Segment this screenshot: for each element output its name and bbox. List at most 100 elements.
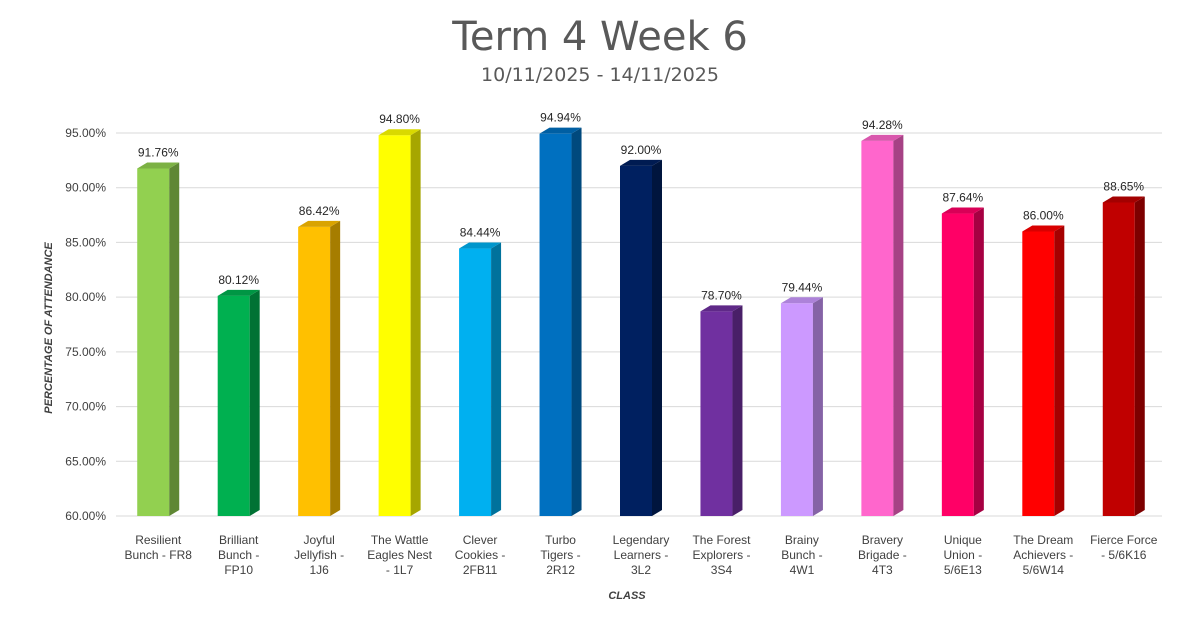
bar-side [169,162,180,516]
y-tick-label: 80.00% [65,290,106,304]
bar-top [137,162,180,169]
data-label: 94.28% [862,118,903,132]
bar-front [620,165,652,517]
category-label: Legendary Learners -3L2 [613,533,670,577]
data-label: 94.94% [540,111,581,125]
category-label-line: The Wattle [371,533,429,547]
y-tick-label: 70.00% [65,400,106,414]
y-tick-label: 85.00% [65,235,106,249]
y-tick-label: 75.00% [65,345,106,359]
category-label-line: Learners - [614,548,669,562]
bar-front [1102,202,1135,517]
category-label-line: Brilliant [219,533,259,547]
bar-front [459,248,492,516]
category-label-line: Eagles Nest [367,548,432,562]
bar-top [620,159,662,166]
bar-front [700,311,733,516]
data-label: 86.42% [299,204,340,218]
bar-side [249,289,260,516]
bar-top [378,129,421,136]
chart-title: Term 4 Week 6 [452,14,748,60]
data-label: 80.12% [218,273,259,287]
category-label-line: Achievers - [1013,548,1073,562]
bar-top [1022,225,1065,232]
category-label-line: Clever [463,533,498,547]
data-label: 92.00% [621,143,662,157]
data-label: 79.44% [782,280,823,294]
category-label-line: 3S4 [711,563,733,577]
y-axis-title: PERCENTAGE OF ATTENDANCE [43,242,55,414]
bar-side [330,220,341,516]
category-label-line: Brigade - [858,548,907,562]
category-label-line: The Dream [1013,533,1073,547]
bar-front [378,135,411,516]
bar: 94.94% [539,111,582,517]
category-label-line: Union - [944,548,983,562]
bar-front [1022,231,1055,516]
bar: 88.65% [1102,179,1145,517]
data-label: 88.65% [1103,179,1144,193]
category-label-line: Fierce Force [1090,533,1158,547]
bar-front [861,140,894,517]
category-label: Brainy Bunch -4W1 [781,533,822,577]
bar-side [410,129,421,516]
category-label-line: 2R12 [546,563,575,577]
category-label: Brilliant Bunch -FP10 [218,533,259,577]
bar-front [539,133,572,517]
bar: 79.44% [780,280,823,516]
category-label-line: Turbo [545,533,576,547]
data-label: 87.64% [942,191,983,205]
bar-top [539,127,582,134]
category-label-line: 3L2 [631,563,651,577]
bar-side [1134,196,1145,517]
bar-top [941,207,984,214]
y-tick-label: 65.00% [65,454,106,468]
data-label: 94.80% [379,112,420,126]
category-label: Fierce Force - 5/6K16 [1090,533,1158,562]
category-label: The Forest Explorers -3S4 [692,533,751,577]
y-axis-ticks: 60.00% 65.00% 70.00% 75.00% 80.00% 85.00% 90.0… [65,126,106,523]
category-label-line: The Forest [692,533,751,547]
bar-top [217,289,260,296]
category-label-line: Bunch - [218,548,259,562]
category-label: Turbo Tigers -2R12 [540,533,580,577]
bar: 84.44% [459,226,502,516]
category-label: Joyful Jellyfish -1J6 [294,533,344,577]
bar: 86.00% [1022,208,1065,516]
data-label: 86.00% [1023,208,1064,222]
category-label-line: Tigers - [540,548,580,562]
category-label-line: - 5/6K16 [1101,548,1147,562]
category-label-line: Cookies - [455,548,506,562]
bar: 87.64% [941,191,984,516]
bar-top [459,242,502,249]
bar-top [1102,196,1145,203]
bar: 94.80% [378,112,421,516]
category-label-line: Bravery [862,533,903,547]
bar-top [700,305,743,312]
category-label: The Wattle Eagles Nest - 1L7 [367,533,432,577]
category-label-line: 1J6 [309,563,329,577]
data-label: 78.70% [701,288,742,302]
category-label-line: 4W1 [790,563,815,577]
category-label-line: Joyful [303,533,334,547]
bar: 92.00% [620,143,662,517]
bar-side [1054,225,1065,516]
bars: 91.76% 80.12% 86.42% 94.80% 84.44% 94.94% 92.0… [137,111,1145,517]
bar-side [973,207,984,516]
category-label-line: 5/6E13 [944,563,982,577]
category-label-line: Bunch - [781,548,822,562]
category-label-line: Resilient [135,533,182,547]
bar: 91.76% [137,145,180,516]
bar-side [732,305,743,516]
bar-top [298,220,341,227]
category-label: Unique Union -5/6E13 [944,533,983,577]
y-tick-label: 95.00% [65,126,106,140]
bar-front [298,226,331,516]
bar-side [652,159,662,517]
bar-front [137,168,170,516]
bar: 94.28% [861,118,904,517]
bar: 86.42% [298,204,341,516]
bar-front [217,295,250,516]
